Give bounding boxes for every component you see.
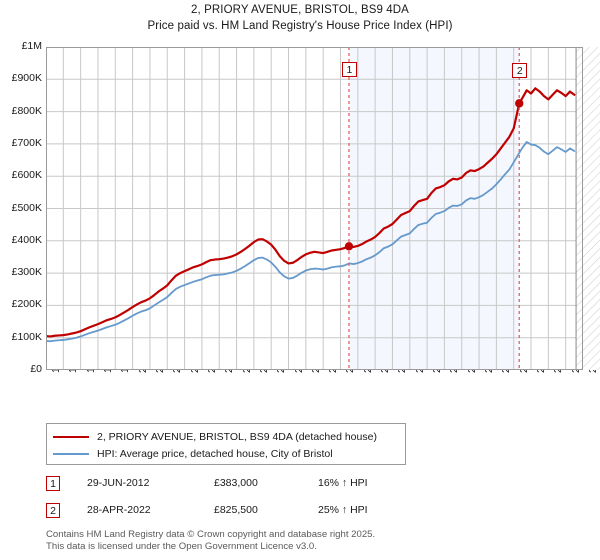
chart-plot-area bbox=[46, 47, 600, 370]
footer-attribution: Contains HM Land Registry data © Crown c… bbox=[46, 529, 586, 552]
y-axis-tick-label: £100K bbox=[11, 330, 42, 343]
transaction-date: 28-APR-2022 bbox=[87, 504, 151, 516]
price-history-chart bbox=[46, 47, 600, 370]
transaction-hpi-delta: 25% ↑ HPI bbox=[318, 504, 368, 516]
transaction-index-badge: 2 bbox=[46, 503, 60, 518]
y-axis-tick-label: £500K bbox=[11, 201, 42, 214]
y-axis-tick-label: £900K bbox=[11, 72, 42, 85]
chart-legend: 2, PRIORY AVENUE, BRISTOL, BS9 4DA (deta… bbox=[46, 423, 406, 465]
legend-item-hpi: HPI: Average price, detached house, City… bbox=[53, 445, 399, 462]
footer-line-1: Contains HM Land Registry data © Crown c… bbox=[46, 529, 376, 540]
legend-label-hpi: HPI: Average price, detached house, City… bbox=[97, 447, 333, 460]
chart-marker-2: 2 bbox=[512, 63, 528, 78]
legend-item-property: 2, PRIORY AVENUE, BRISTOL, BS9 4DA (deta… bbox=[53, 428, 399, 445]
transaction-hpi-delta: 16% ↑ HPI bbox=[318, 477, 368, 489]
transaction-price: £825,500 bbox=[214, 504, 258, 516]
y-axis-tick-label: £600K bbox=[11, 169, 42, 182]
transaction-row: 2 28-APR-2022 £825,500 25% ↑ HPI bbox=[46, 501, 466, 523]
legend-swatch-property bbox=[53, 435, 89, 438]
y-axis-tick-label: £800K bbox=[11, 104, 42, 117]
transaction-row: 1 29-JUN-2012 £383,000 16% ↑ HPI bbox=[46, 474, 466, 496]
footer-line-2: This data is licensed under the Open Gov… bbox=[46, 540, 317, 552]
transaction-date: 29-JUN-2012 bbox=[87, 477, 150, 489]
y-axis-tick-label: £0 bbox=[30, 363, 42, 375]
chart-marker-1: 1 bbox=[341, 62, 357, 77]
y-axis-tick-label: £700K bbox=[11, 136, 42, 149]
y-axis-tick-label: £200K bbox=[11, 298, 42, 311]
y-axis-tick-label: £400K bbox=[11, 233, 42, 246]
y-axis-tick-label: £300K bbox=[11, 266, 42, 279]
transaction-price: £383,000 bbox=[214, 477, 258, 489]
page-title: 2, PRIORY AVENUE, BRISTOL, BS9 4DA bbox=[191, 4, 409, 16]
y-axis-tick-label: £1M bbox=[21, 40, 42, 52]
legend-swatch-hpi bbox=[53, 452, 89, 455]
legend-label-property: 2, PRIORY AVENUE, BRISTOL, BS9 4DA (deta… bbox=[97, 430, 377, 443]
page-subtitle: Price paid vs. HM Land Registry's House … bbox=[147, 20, 453, 32]
transaction-index-badge: 1 bbox=[46, 476, 60, 491]
